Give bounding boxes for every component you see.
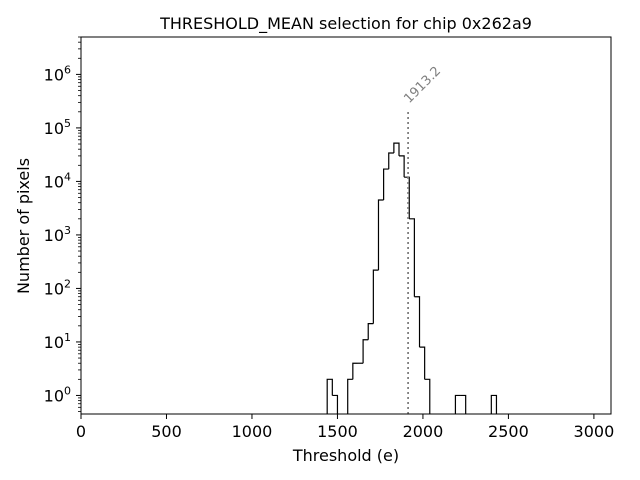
plot-area: 1913.2 0 500 1000 1500 2000 2500 3000 100 101 102 1… [44,36,615,441]
y-tick-label: 102 [44,277,71,298]
histogram-bin [404,176,410,219]
histogram-bin [414,296,421,348]
x-tick-label: 1000 [232,422,273,441]
y-tick-label: 105 [44,117,71,138]
x-tick-label: 1500 [317,422,358,441]
histogram-bin [332,394,339,414]
x-axis-label: Threshold (e) [292,446,399,465]
histogram-bin [424,378,431,414]
mean-marker-label: 1913.2 [401,64,444,107]
histogram-bin [372,269,379,324]
x-tick-label: 3000 [574,422,615,441]
histogram-bin [362,339,369,364]
chart-title: THRESHOLD_MEAN selection for chip 0x262a… [159,14,532,34]
histogram-bin [454,394,461,414]
histogram-bin [409,218,415,297]
y-axis-label: Number of pixels [14,158,33,294]
x-tick-label: 0 [76,422,86,441]
histogram-bin [388,152,394,170]
histogram-bin [460,394,467,414]
y-tick-label: 103 [44,224,71,245]
histogram-bin [399,155,405,178]
x-tick-label: 2500 [488,422,529,441]
histogram-bin [393,142,400,156]
histogram-bin [367,323,374,340]
histogram-bin [352,362,358,380]
y-tick-label: 104 [44,170,71,191]
y-tick-label: 100 [44,384,71,405]
histogram-bin [383,168,389,200]
histogram-bin [419,346,426,380]
histogram-bin [326,378,333,414]
plot-frame [80,36,612,415]
histogram-bin [347,378,353,414]
y-tick-label: 101 [44,331,71,352]
y-tick-label: 106 [44,63,71,84]
x-tick-label: 2000 [403,422,444,441]
x-tick-label: 500 [151,422,182,441]
histogram-bin [490,394,498,414]
histogram-bin [377,199,384,271]
